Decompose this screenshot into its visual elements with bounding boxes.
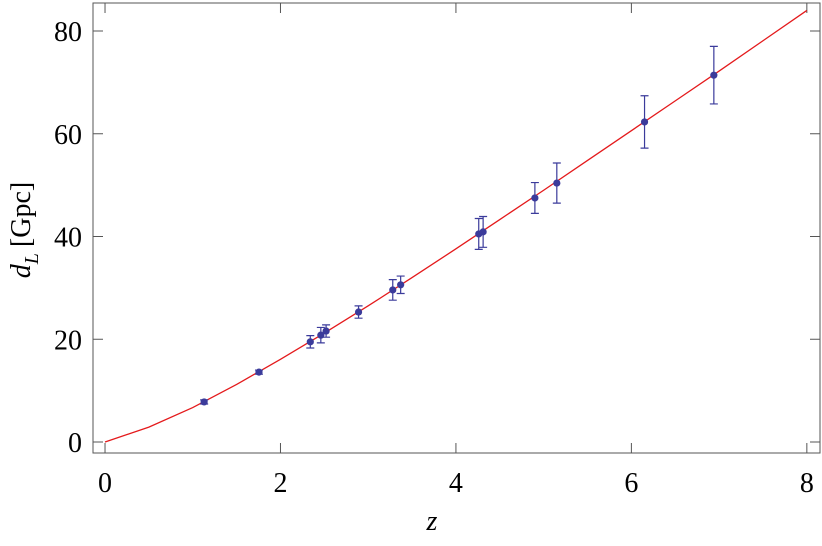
- data-point: [397, 281, 405, 289]
- x-tick-label: 0: [98, 468, 112, 499]
- x-tick-label: 6: [624, 468, 638, 499]
- data-point: [255, 368, 263, 376]
- x-tick-label: 4: [449, 468, 463, 499]
- data-point: [354, 308, 363, 316]
- y-tick-label: 20: [54, 325, 82, 356]
- y-tick-label: 40: [54, 223, 82, 254]
- data-point: [306, 338, 314, 346]
- x-tick-label: 2: [273, 468, 287, 499]
- y-axis-label: dL [Gpc]: [6, 182, 43, 278]
- data-point: [553, 179, 561, 187]
- frame: [92, 2, 821, 454]
- data-point: [389, 286, 397, 294]
- x-axis-label: z: [426, 506, 438, 537]
- y-tick-label: 60: [54, 120, 82, 151]
- y-label-base: d: [6, 263, 37, 278]
- data-point: [322, 327, 330, 335]
- y-tick-label: 80: [54, 17, 82, 48]
- fit-curve: [104, 9, 808, 443]
- data-point: [710, 71, 718, 79]
- data-point: [200, 398, 208, 406]
- data-point: [640, 118, 649, 126]
- data-point: [531, 194, 539, 202]
- x-tick-label: 8: [800, 468, 814, 499]
- y-label-unit: [Gpc]: [6, 182, 37, 247]
- y-tick-label: 0: [68, 428, 82, 459]
- y-label-sub: L: [21, 253, 43, 265]
- data-point: [479, 228, 487, 236]
